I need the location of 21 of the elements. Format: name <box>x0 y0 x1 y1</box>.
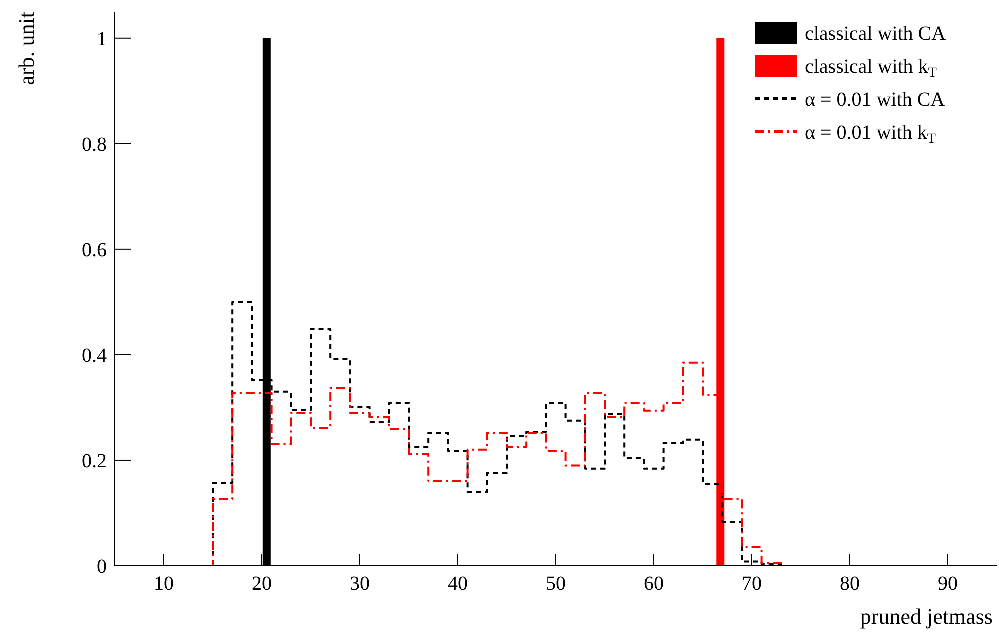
y-tick-label: 0.6 <box>82 240 107 262</box>
x-tick-label: 40 <box>448 573 468 596</box>
x-axis-title: pruned jetmass <box>860 604 993 630</box>
x-tick-label: 10 <box>154 573 174 596</box>
y-tick-label: 0.8 <box>82 134 107 156</box>
x-tick-label: 60 <box>644 573 664 596</box>
y-tick-label: 0.4 <box>82 345 107 368</box>
x-tick-label: 80 <box>840 573 860 596</box>
x-tick-label: 90 <box>938 573 958 596</box>
legend-label: classical with CA <box>805 23 947 45</box>
x-tick-label: 70 <box>742 573 762 596</box>
legend-label: α = 0.01 with k$_{T}$ <box>805 122 936 148</box>
x-tick-label: 50 <box>546 573 566 596</box>
y-tick-label: 1 <box>97 28 107 50</box>
legend-label: α = 0.01 with CA <box>805 89 946 111</box>
y-axis-title: arb. unit <box>14 12 40 88</box>
y-tick-label: 0.2 <box>82 450 107 473</box>
x-tick-label: 30 <box>350 573 370 596</box>
x-tick-label: 20 <box>252 573 272 596</box>
legend-label: classical with k$_{T}$ <box>805 56 938 82</box>
y-tick-label: 0 <box>97 556 107 578</box>
